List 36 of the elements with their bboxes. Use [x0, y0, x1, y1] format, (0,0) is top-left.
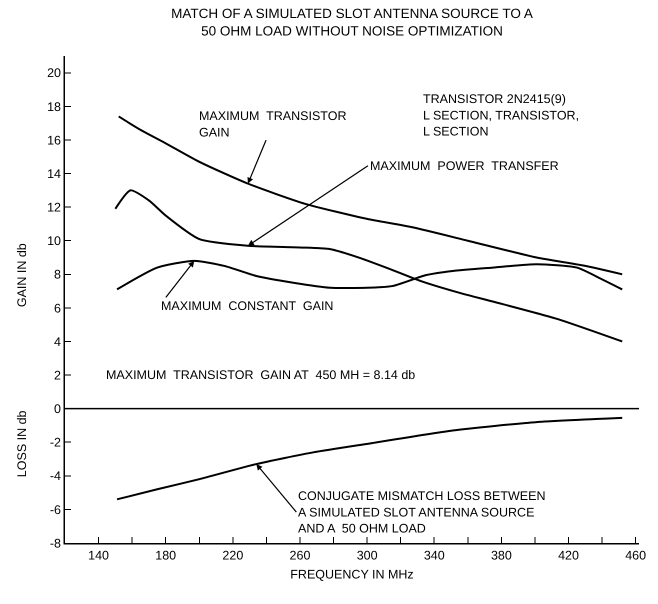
x-tick-label: 300	[356, 548, 378, 562]
y-tick-label: 12	[47, 200, 62, 215]
y-tick-label: 20	[47, 66, 62, 80]
y-tick-label: 8	[54, 268, 62, 282]
line-series	[116, 416, 624, 500]
x-axis-title: FREQUENCY IN MHz	[290, 568, 414, 582]
y-tick-label: 4	[54, 334, 62, 349]
y-axis-title: GAIN IN db	[14, 243, 29, 308]
x-tick-label: 460	[625, 548, 646, 562]
x-tick-label: 420	[558, 548, 579, 562]
series-label: MAXIMUM TRANSISTOR GAIN	[199, 109, 346, 140]
y-tick-label: 10	[47, 234, 62, 248]
x-tick-label: 220	[222, 548, 244, 562]
line-series	[114, 189, 624, 342]
annotation: TRANSISTOR 2N2415(9) L SECTION, TRANSISTOR, L SECTION	[423, 92, 580, 138]
y-tick-label: 6	[54, 301, 62, 316]
y-tick-label: -2	[50, 436, 62, 450]
x-tick-label: 340	[424, 548, 445, 562]
y-tick-label: -4	[50, 469, 62, 484]
y-tick-label: -8	[50, 536, 62, 550]
x-tick-label: 380	[490, 548, 512, 562]
y-tick-label: 2	[54, 368, 62, 382]
series-label: MAXIMUM CONSTANT GAIN	[161, 299, 334, 313]
chart-title: MATCH OF A SIMULATED SLOT ANTENNA SOURCE TO A 50 OHM LOAD WITHOUT NOISE OPTIMIZATION	[171, 6, 533, 39]
y-tick-label: 14	[47, 166, 62, 181]
text: CONJUGATE MISMATCH LOSS BETWEEN A SIMULATED SLOT ANTENNA SOURCE AND A 50 OHM LOAD	[298, 489, 546, 536]
x-tick-label: 180	[155, 548, 176, 562]
annotation: MAXIMUM TRANSISTOR GAIN AT 450 MH = 8.14 db	[106, 368, 416, 382]
y-tick-label: -6	[50, 502, 62, 517]
text: LOSS IN db	[14, 410, 29, 478]
y-tick-label: 18	[47, 100, 62, 114]
text: MAXIMUM POWER TRANSFER	[370, 159, 559, 173]
x-tick-label: 260	[290, 548, 310, 562]
y-tick-label: 16	[47, 133, 62, 148]
y-tick-label: 0	[54, 402, 62, 416]
x-tick-label: 140	[88, 548, 110, 562]
